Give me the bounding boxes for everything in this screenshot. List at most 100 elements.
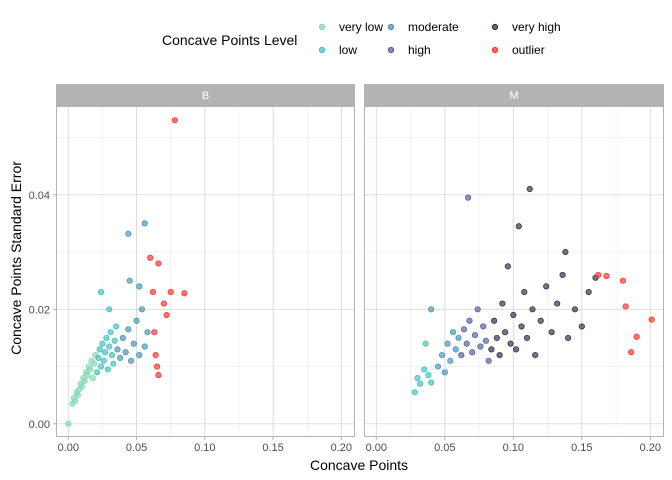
data-point bbox=[74, 392, 81, 399]
data-point bbox=[104, 366, 111, 373]
data-point bbox=[488, 346, 495, 353]
data-point bbox=[106, 306, 113, 313]
data-point bbox=[622, 303, 629, 310]
data-point bbox=[155, 372, 162, 379]
data-point bbox=[163, 311, 170, 319]
x-tick-label: 0.15 bbox=[262, 442, 283, 454]
data-point bbox=[119, 334, 126, 342]
data-point bbox=[133, 317, 140, 324]
data-point bbox=[434, 363, 442, 370]
data-point bbox=[138, 306, 146, 313]
data-point bbox=[89, 374, 96, 382]
data-point bbox=[72, 397, 79, 405]
data-point bbox=[136, 352, 143, 359]
facet-strip-label: B bbox=[202, 90, 209, 102]
data-point bbox=[447, 357, 454, 364]
data-point bbox=[619, 277, 627, 284]
data-point bbox=[421, 366, 428, 373]
data-point bbox=[112, 323, 120, 330]
data-point bbox=[93, 369, 101, 376]
data-point bbox=[628, 349, 635, 356]
x-tick-label: 0.20 bbox=[331, 442, 352, 454]
data-point bbox=[91, 360, 98, 367]
data-point bbox=[458, 352, 465, 359]
data-point bbox=[543, 283, 550, 290]
x-tick-label: 0.20 bbox=[640, 442, 661, 454]
data-point bbox=[147, 254, 154, 261]
data-point bbox=[122, 349, 129, 356]
data-point bbox=[578, 323, 585, 330]
legend-item-outlier: outlier bbox=[491, 43, 545, 57]
data-point bbox=[152, 352, 159, 359]
data-point bbox=[108, 352, 116, 359]
data-point bbox=[428, 379, 435, 386]
data-point bbox=[469, 349, 476, 356]
x-tick-label: 0.00 bbox=[366, 442, 387, 454]
data-point bbox=[521, 289, 528, 296]
data-point bbox=[529, 306, 536, 313]
data-point bbox=[501, 329, 509, 336]
legend-key bbox=[491, 46, 499, 54]
data-points bbox=[65, 117, 188, 427]
legend-items: very low low moderate high very high outlier bbox=[318, 20, 561, 57]
legend-item-high: high bbox=[387, 43, 431, 57]
facet-strip bbox=[364, 84, 664, 106]
data-point bbox=[455, 334, 462, 342]
data-point bbox=[496, 352, 503, 359]
legend-key bbox=[491, 23, 499, 31]
data-point bbox=[81, 377, 88, 384]
data-point bbox=[110, 360, 117, 367]
data-point bbox=[181, 290, 188, 297]
data-point bbox=[532, 352, 539, 359]
data-point bbox=[126, 277, 133, 284]
panel-border bbox=[56, 106, 355, 437]
data-point bbox=[452, 346, 459, 353]
data-point bbox=[633, 333, 640, 340]
data-point bbox=[548, 329, 555, 336]
data-point bbox=[565, 334, 572, 342]
data-point bbox=[151, 329, 158, 336]
panel-border bbox=[364, 106, 664, 437]
data-point bbox=[471, 331, 479, 339]
data-point bbox=[507, 340, 514, 347]
data-point bbox=[480, 323, 487, 330]
legend-key bbox=[387, 46, 395, 54]
data-point bbox=[95, 354, 102, 362]
data-point bbox=[97, 363, 105, 370]
data-point bbox=[160, 300, 167, 307]
data-point bbox=[130, 340, 137, 347]
x-tick-label: 0.00 bbox=[58, 442, 79, 454]
data-point bbox=[417, 380, 424, 387]
data-point bbox=[102, 349, 109, 356]
data-point bbox=[97, 289, 105, 296]
data-point bbox=[425, 372, 432, 379]
data-point bbox=[141, 343, 148, 350]
data-point bbox=[554, 300, 561, 307]
facet-panels: B 0.00 0.05 0.10 0.15 0.20 0.00 0.02 0.04 M 0.00 0.… bbox=[29, 84, 664, 454]
data-point bbox=[515, 223, 522, 230]
data-point bbox=[648, 316, 655, 323]
legend-label: very high bbox=[512, 20, 561, 34]
legend-label: moderate bbox=[408, 20, 459, 34]
data-point bbox=[141, 220, 148, 227]
x-tick-label: 0.10 bbox=[503, 442, 524, 454]
data-point bbox=[510, 311, 517, 319]
x-tick-label: 0.15 bbox=[571, 442, 592, 454]
data-point bbox=[449, 329, 457, 336]
data-point bbox=[136, 283, 143, 290]
legend-key bbox=[318, 46, 326, 54]
data-point bbox=[155, 260, 162, 267]
data-point bbox=[438, 352, 446, 359]
legend-item-very-high: very high bbox=[491, 20, 561, 34]
data-point bbox=[103, 334, 110, 342]
facet-panel-B: B 0.00 0.05 0.10 0.15 0.20 0.00 0.02 0.04 bbox=[29, 84, 355, 454]
data-point bbox=[114, 346, 121, 353]
legend: Concave Points Level very low low moderate… bbox=[162, 20, 561, 57]
legend-label: low bbox=[339, 43, 357, 57]
data-point bbox=[460, 326, 468, 333]
x-tick-label: 0.05 bbox=[434, 442, 455, 454]
facet-strip bbox=[56, 84, 355, 106]
data-point bbox=[87, 366, 94, 373]
data-point bbox=[78, 383, 86, 390]
legend-title: Concave Points Level bbox=[162, 32, 297, 48]
